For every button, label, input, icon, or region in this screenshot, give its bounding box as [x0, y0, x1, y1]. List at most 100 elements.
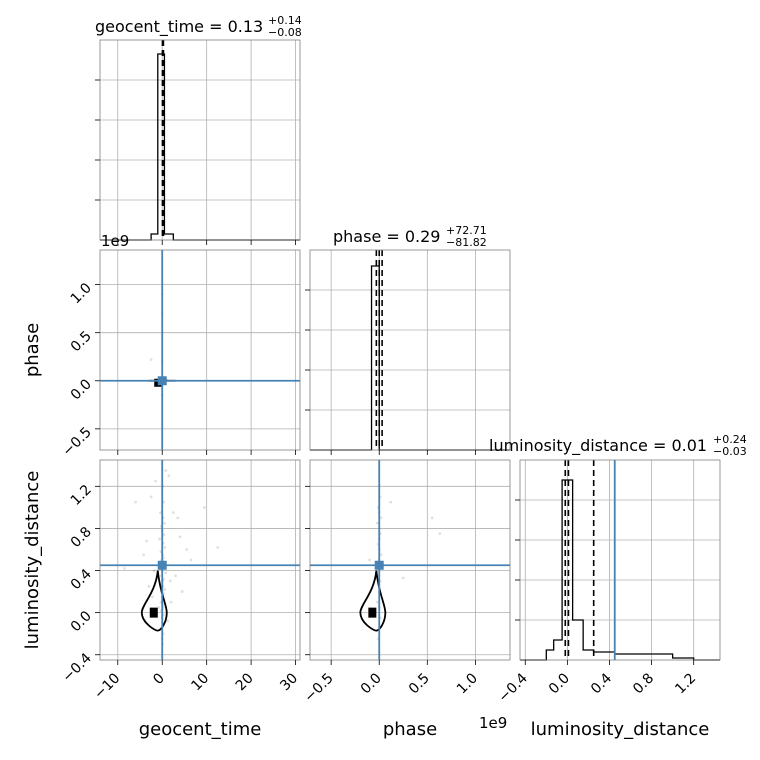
title-geocent-time-lower: −0.08 — [268, 26, 302, 39]
tick-label-x: 10 — [188, 670, 212, 694]
sample-point — [154, 479, 157, 483]
tick-label-y: −0.5 — [59, 424, 94, 459]
density-contour — [140, 570, 168, 632]
tick-label-x: 1.2 — [672, 670, 699, 697]
histogram-luminosity-distance — [520, 479, 720, 661]
sample-point — [149, 495, 153, 499]
sample-point — [171, 511, 175, 515]
sample-point — [368, 558, 372, 562]
title-luminosity-distance: luminosity_distance = 0.01 — [489, 436, 707, 456]
sample-point — [151, 595, 154, 599]
panel-phase-hist: phase = 0.29 +72.71 −81.82 — [305, 224, 511, 455]
title-phase-upper: +72.71 — [446, 224, 487, 237]
ylabel-phase: phase — [22, 323, 43, 377]
truth-marker — [157, 560, 167, 570]
sample-point — [142, 553, 145, 557]
sample-point — [168, 579, 172, 583]
title-luminosity-distance-lower: −0.03 — [713, 445, 747, 458]
sample-point — [401, 576, 405, 580]
sample-point — [134, 500, 137, 504]
title-luminosity-distance-upper: +0.24 — [713, 433, 747, 446]
sample-point — [174, 574, 177, 578]
offset-label-phase-x: 1e9 — [479, 714, 507, 732]
xlabel-luminosity-distance: luminosity_distance — [531, 719, 710, 740]
title-geocent-time-upper: +0.14 — [268, 14, 302, 27]
sample-point — [147, 584, 151, 588]
sample-point — [185, 548, 189, 551]
tick-label-y: 0.0 — [68, 608, 95, 635]
tick-label-y: 0.4 — [68, 566, 95, 593]
tick-label-x: −0.4 — [496, 670, 531, 705]
sample-point — [180, 590, 184, 593]
title-phase: phase = 0.29 — [333, 227, 440, 246]
sample-point — [375, 521, 379, 525]
panel-phase-vs-geocent-time: −0.5 0.0 0.5 1.0 — [59, 249, 301, 460]
tick-label-y: −0.4 — [59, 650, 94, 685]
tick-label-x: −0.5 — [301, 670, 336, 705]
frame-luminosity-distance-hist — [519, 459, 721, 661]
tick-label-x: 20 — [233, 670, 257, 694]
tick-label-y: 0.5 — [68, 328, 95, 355]
tick-label-x: 30 — [277, 670, 301, 694]
frame-luminosity-vs-phase — [309, 459, 511, 661]
panel-luminosity-vs-phase: −0.5 0.0 0.5 1.0 — [301, 459, 511, 706]
sample-point — [157, 605, 161, 609]
sample-point — [152, 569, 156, 572]
frame-luminosity-vs-geocent-time — [99, 459, 301, 661]
sample-point — [203, 505, 206, 509]
sample-point — [163, 545, 167, 549]
sample-point — [164, 469, 168, 472]
xlabel-geocent-time: geocent_time — [139, 719, 262, 740]
truth-marker — [374, 560, 384, 570]
sample-point — [149, 358, 153, 362]
sample-point — [145, 539, 149, 543]
tick-label-y: 1.2 — [68, 482, 95, 509]
tick-label-x: 0 — [150, 670, 168, 688]
sample-point — [159, 511, 162, 515]
histogram-geocent-time — [100, 53, 300, 241]
sample-point — [158, 537, 161, 541]
sample-point — [162, 533, 166, 537]
truth-marker — [157, 376, 167, 386]
tick-label-y: 0.8 — [68, 524, 95, 551]
sample-point — [167, 474, 171, 478]
sample-point — [375, 600, 379, 604]
sample-point — [163, 588, 167, 591]
tick-label-y: 0.0 — [68, 376, 95, 403]
sample-point — [163, 521, 166, 525]
frame-phase-vs-geocent-time — [99, 249, 301, 451]
sample-point — [379, 553, 383, 557]
offset-label-phase-y: 1e9 — [101, 232, 129, 250]
sample-point — [164, 571, 168, 575]
panel-luminosity-distance-hist: −0.4 0.0 0.4 0.8 1.2 luminosity_distance = 0… — [489, 433, 747, 706]
tick-label-x: 0.0 — [546, 670, 573, 697]
histogram-phase — [310, 265, 510, 451]
density-peak — [149, 607, 158, 618]
ylabel-luminosity-distance: luminosity_distance — [22, 471, 43, 650]
sample-point — [176, 516, 180, 520]
sample-point — [379, 516, 383, 520]
title-phase-lower: −81.82 — [446, 236, 487, 249]
sample-point — [430, 516, 434, 520]
sample-point — [389, 500, 393, 504]
sample-point — [189, 558, 193, 562]
sample-point — [216, 545, 220, 549]
title-geocent-time: geocent_time = 0.13 — [95, 17, 263, 37]
tick-label-x: 0.8 — [630, 670, 657, 697]
tick-label-x: 0.4 — [588, 670, 615, 697]
sample-point — [123, 567, 126, 570]
tick-label-y: 1.0 — [68, 280, 95, 307]
sample-point — [169, 600, 173, 604]
sample-point — [166, 619, 169, 623]
tick-label-x: 0.5 — [406, 670, 433, 697]
tick-label-x: −10 — [91, 670, 123, 702]
tick-label-x: 0.0 — [358, 670, 385, 697]
xlabel-phase: phase — [383, 719, 437, 740]
tick-label-x: 1.0 — [454, 670, 481, 697]
panel-geocent-time-hist: geocent_time = 0.13 +0.14 −0.08 — [95, 14, 302, 245]
frame-geocent-time-hist — [99, 39, 301, 241]
panel-luminosity-vs-geocent-time: −10 0 10 20 30 −0.4 0.0 0.4 0.8 1.2 — [59, 459, 301, 703]
density-peak — [368, 607, 377, 618]
sample-point — [438, 532, 442, 536]
